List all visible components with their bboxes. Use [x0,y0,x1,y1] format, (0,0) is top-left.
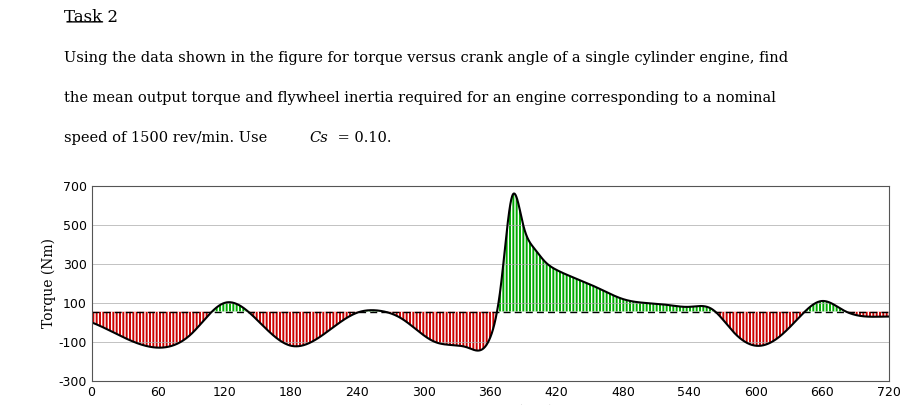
Text: the mean output torque and flywheel inertia required for an engine corresponding: the mean output torque and flywheel iner… [64,91,776,105]
Text: = 0.10.: = 0.10. [333,131,392,145]
Text: Task 2: Task 2 [64,9,118,26]
Text: Cs: Cs [310,131,328,145]
Text: speed of 1500 rev/min. Use: speed of 1500 rev/min. Use [64,131,272,145]
Y-axis label: Torque (Nm): Torque (Nm) [41,239,56,328]
X-axis label: Crank angle (deg): Crank angle (deg) [426,404,554,405]
Text: Using the data shown in the figure for torque versus crank angle of a single cyl: Using the data shown in the figure for t… [64,51,789,65]
